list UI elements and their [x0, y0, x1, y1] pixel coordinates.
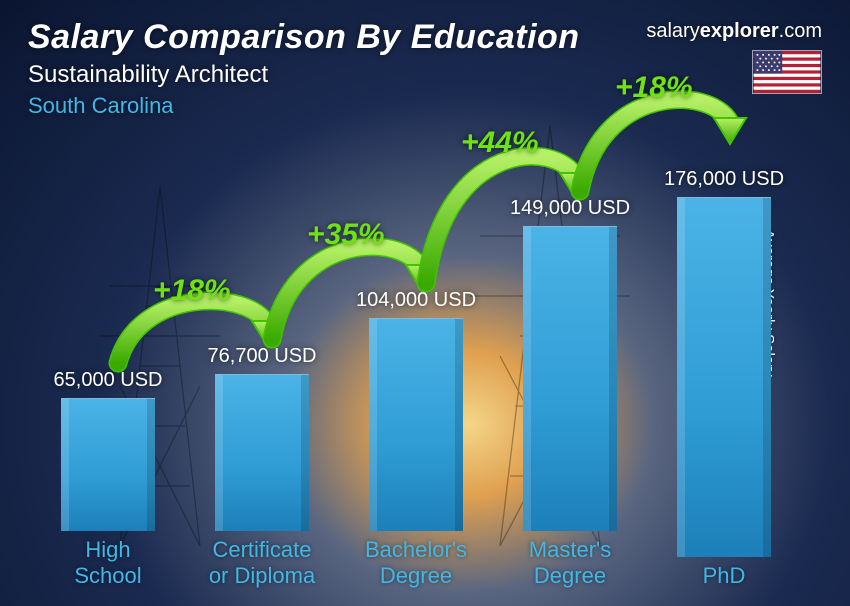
increase-arrow: [28, 68, 850, 588]
bar-chart: 65,000 USDHighSchool76,700 USDCertificat…: [28, 68, 802, 588]
delta-label: +18%: [615, 71, 693, 105]
brand-part1: salary: [646, 20, 699, 42]
brand-logo: salaryexplorer.com: [646, 20, 822, 43]
brand-part2: explorer: [700, 20, 779, 42]
brand-suffix: .com: [779, 20, 822, 42]
